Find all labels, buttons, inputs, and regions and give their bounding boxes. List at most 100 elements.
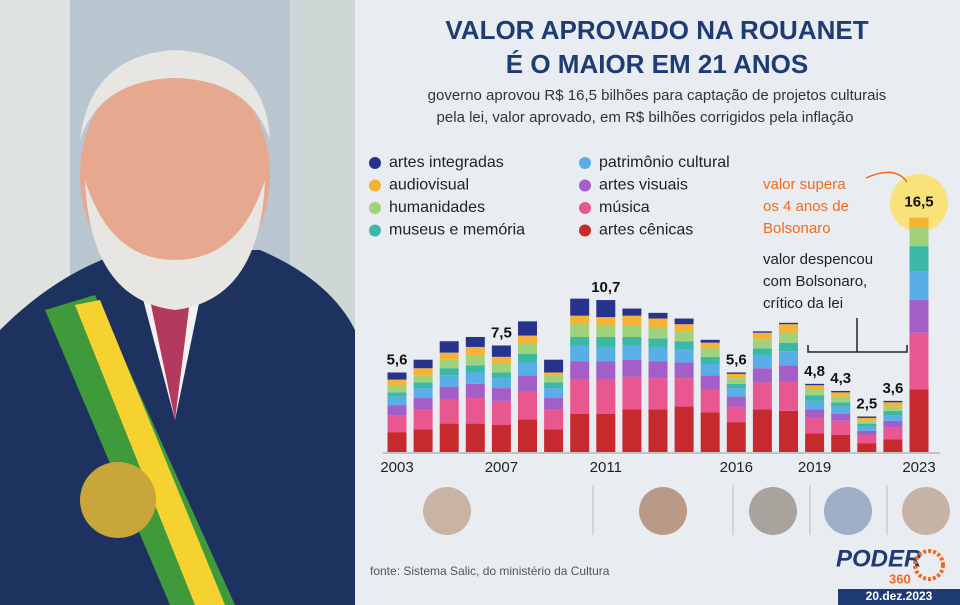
bar-segment xyxy=(622,359,642,377)
bar-segment xyxy=(674,406,694,452)
bar-segment xyxy=(700,363,720,376)
bar-segment xyxy=(596,379,616,414)
bar-segment xyxy=(518,375,537,391)
x-tick-label: 2003 xyxy=(380,459,413,476)
bar-segment xyxy=(805,383,825,386)
bar-segment xyxy=(544,359,564,373)
bar-segment xyxy=(622,336,642,346)
legend-label: humanidades xyxy=(389,199,485,216)
bar-segment xyxy=(622,409,642,452)
legend-marker xyxy=(579,157,591,169)
bar-segment xyxy=(805,389,825,396)
bar-segment xyxy=(857,443,877,452)
title: É O MAIOR EM 21 ANOS xyxy=(506,49,808,79)
bar-segment xyxy=(779,410,798,452)
bar-segment xyxy=(465,423,485,452)
bar-segment xyxy=(674,324,694,332)
bar-segment xyxy=(674,341,694,350)
bar-segment xyxy=(387,372,407,380)
bar-segment xyxy=(752,355,772,369)
bar-segment xyxy=(491,378,511,389)
legend-marker xyxy=(579,202,591,214)
bar-segment xyxy=(752,368,772,383)
bar-segment xyxy=(857,434,877,444)
bar-segment xyxy=(387,432,407,452)
data-label: 5,6 xyxy=(726,351,747,368)
bar-segment xyxy=(413,368,433,376)
bar-segment xyxy=(439,359,459,369)
bar-segment xyxy=(883,427,903,440)
bar-segment xyxy=(518,335,537,345)
bar-segment xyxy=(622,308,642,316)
legend-marker xyxy=(579,224,591,237)
bar-segment xyxy=(857,423,877,427)
bar-segment xyxy=(726,422,746,452)
bar-segment xyxy=(518,362,537,376)
bar-segment xyxy=(831,434,851,452)
legend-label: artes integradas xyxy=(389,154,504,171)
data-label: 10,7 xyxy=(591,279,620,296)
bar-segment xyxy=(413,398,433,410)
logo-mark xyxy=(913,549,945,581)
photo xyxy=(0,0,355,605)
bar-segment xyxy=(831,420,851,435)
bar-segment xyxy=(518,354,537,363)
subtitle: governo aprovou R$ 16,5 bilhões para cap… xyxy=(428,87,887,104)
bar-segment xyxy=(857,430,877,435)
bar-segment xyxy=(857,420,877,424)
separators xyxy=(592,485,888,535)
bar-segment xyxy=(648,327,668,339)
bar-segment xyxy=(648,346,668,362)
legend-marker xyxy=(369,224,381,237)
bar-segment xyxy=(491,388,511,401)
bar-segment xyxy=(805,433,825,452)
bar-segment xyxy=(622,315,642,326)
date: 20.dez.2023 xyxy=(866,589,933,603)
data-label: 5,6 xyxy=(387,351,408,368)
bar-segment xyxy=(831,406,851,414)
bar-segment xyxy=(570,345,590,362)
bar-segment xyxy=(909,271,929,301)
bar-segment xyxy=(491,356,511,364)
bar-segment xyxy=(674,362,694,379)
bar-segment xyxy=(752,382,772,410)
bar-segment xyxy=(752,332,772,340)
legend-marker xyxy=(369,179,381,192)
bar-segment xyxy=(491,425,511,452)
x-tick-label: 2019 xyxy=(798,459,831,476)
bar-segment xyxy=(622,376,642,410)
bar-segment xyxy=(883,420,903,428)
bar-segment xyxy=(465,346,485,356)
bar-segment xyxy=(779,351,798,366)
highlight xyxy=(890,174,948,232)
bar-segment xyxy=(544,398,564,410)
bar-segment xyxy=(491,372,511,379)
bar-segment xyxy=(700,375,720,390)
bar-segment xyxy=(439,386,459,400)
bar-segment xyxy=(570,324,590,337)
bar-segment xyxy=(805,385,825,390)
annotation: valor despencou xyxy=(763,251,873,268)
bar-segment xyxy=(700,389,720,413)
bar-segment xyxy=(805,417,825,434)
annotation: valor supera xyxy=(763,176,846,193)
bar-segment xyxy=(909,217,929,228)
bar-segment xyxy=(387,396,407,406)
bar-segment xyxy=(387,379,407,386)
bar-segment xyxy=(779,365,798,381)
data-label: 4,3 xyxy=(830,370,851,387)
bar-segment xyxy=(518,390,537,420)
bar-segment xyxy=(883,410,903,416)
bar-segment xyxy=(570,298,590,316)
bar-segment xyxy=(544,429,564,452)
bar-segment xyxy=(779,342,798,352)
bar-segment xyxy=(387,392,407,397)
bar-segment xyxy=(648,312,668,319)
bar-segment xyxy=(831,392,851,397)
bar-segment xyxy=(439,352,459,360)
bar-segment xyxy=(413,388,433,399)
bar-segment xyxy=(544,388,564,399)
arrow xyxy=(865,171,908,183)
legend-label: artes visuais xyxy=(599,177,688,194)
bar-segment xyxy=(596,317,616,326)
